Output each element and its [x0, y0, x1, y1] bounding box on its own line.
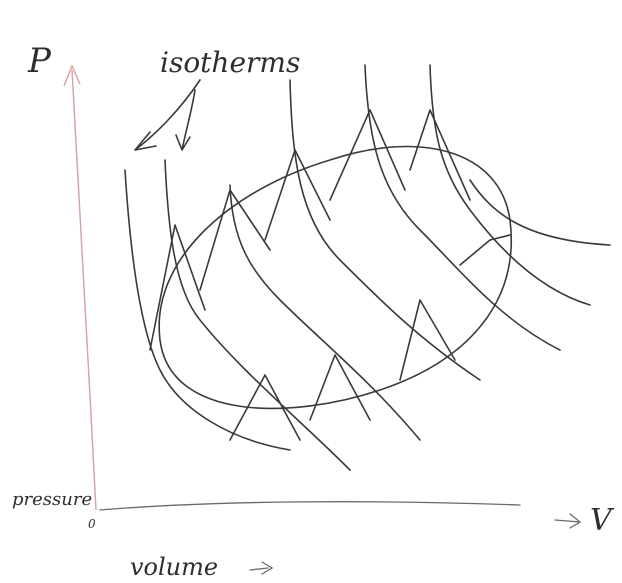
x-caption: volume [130, 553, 218, 581]
origin: 0 [88, 517, 96, 531]
annotation: isotherms [160, 46, 300, 79]
y-caption: pressure [12, 489, 92, 510]
background [0, 0, 622, 583]
axis-y-label: P [27, 41, 52, 81]
sketch: P isotherms V pressure 0 volume [0, 0, 622, 583]
axis-x-label: V [590, 503, 615, 538]
